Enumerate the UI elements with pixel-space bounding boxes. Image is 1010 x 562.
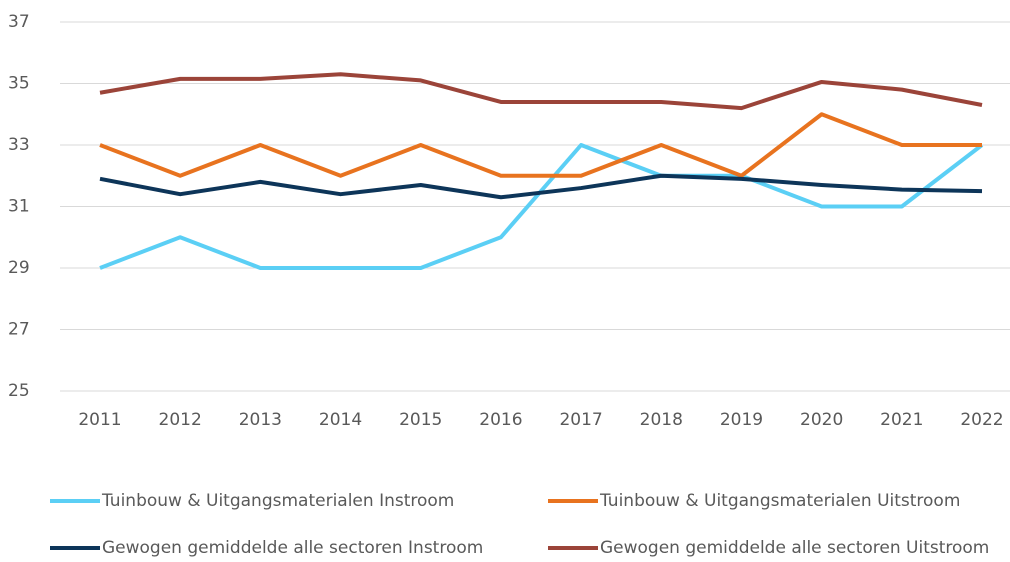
series-line [99,112,982,178]
y-tick-label: 37 [8,12,30,32]
legend-label: Tuinbouw & Uitgangsmaterialen Instroom [101,491,454,511]
y-tick-label: 25 [8,381,30,401]
legend-label: Tuinbouw & Uitgangsmaterialen Uitstroom [599,491,960,511]
legend-label: Gewogen gemiddelde alle sectoren Uitstro… [600,538,989,558]
x-tick-label: 2012 [159,410,202,430]
x-tick-label: 2015 [399,410,442,430]
x-tick-label: 2022 [960,410,1003,430]
series-line [99,173,983,200]
x-tick-label: 2021 [880,410,923,430]
y-tick-label: 29 [8,258,30,278]
x-tick-label: 2017 [559,410,602,430]
y-tick-label: 33 [8,135,30,155]
y-tick-label: 31 [8,197,30,217]
x-tick-label: 2019 [720,410,763,430]
x-tick-label: 2018 [640,410,683,430]
y-tick-label: 27 [8,320,30,340]
legend-label: Gewogen gemiddelde alle sectoren Instroo… [102,538,483,558]
x-tick-label: 2011 [78,410,121,430]
x-tick-label: 2013 [239,410,282,430]
y-tick-label: 35 [8,74,30,94]
series-line [99,72,983,111]
x-tick-label: 2016 [479,410,522,430]
x-tick-label: 2014 [319,410,362,430]
x-tick-label: 2020 [800,410,843,430]
